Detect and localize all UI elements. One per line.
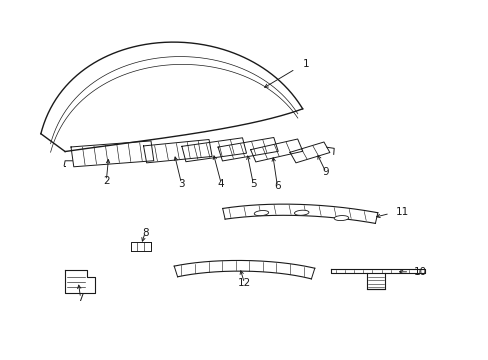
Text: 10: 10 [412, 267, 426, 277]
Text: 1: 1 [303, 59, 309, 69]
Text: 8: 8 [142, 228, 148, 238]
Text: 2: 2 [103, 176, 109, 186]
Text: 9: 9 [322, 167, 328, 177]
Text: 6: 6 [274, 181, 280, 192]
Text: 4: 4 [218, 179, 224, 189]
Ellipse shape [294, 210, 308, 215]
Text: 7: 7 [77, 293, 84, 303]
Ellipse shape [254, 211, 268, 216]
Text: 12: 12 [237, 278, 251, 288]
Text: 11: 11 [395, 207, 408, 217]
Text: 3: 3 [178, 179, 184, 189]
Text: 5: 5 [249, 179, 256, 189]
Ellipse shape [333, 216, 348, 221]
